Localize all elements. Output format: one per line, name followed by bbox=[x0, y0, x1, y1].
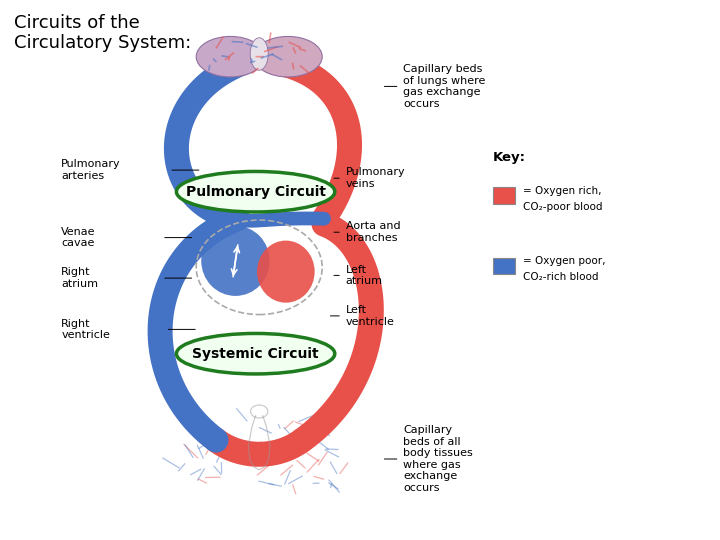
Text: CO₂-rich blood: CO₂-rich blood bbox=[523, 272, 599, 282]
Text: Left
atrium: Left atrium bbox=[346, 265, 382, 286]
Text: = Oxygen rich,: = Oxygen rich, bbox=[523, 186, 602, 195]
Text: Pulmonary Circuit: Pulmonary Circuit bbox=[186, 185, 325, 199]
Text: Systemic Circuit: Systemic Circuit bbox=[192, 347, 319, 361]
Text: = Oxygen poor,: = Oxygen poor, bbox=[523, 256, 606, 266]
Text: Aorta and
branches: Aorta and branches bbox=[346, 221, 400, 243]
Text: Venae
cavae: Venae cavae bbox=[61, 227, 96, 248]
Text: Right
ventricle: Right ventricle bbox=[61, 319, 110, 340]
Ellipse shape bbox=[202, 226, 269, 296]
Text: CO₂-poor blood: CO₂-poor blood bbox=[523, 202, 603, 212]
Text: Capillary
beds of all
body tissues
where gas
exchange
occurs: Capillary beds of all body tissues where… bbox=[403, 425, 473, 493]
Ellipse shape bbox=[176, 333, 335, 374]
Text: Pulmonary
arteries: Pulmonary arteries bbox=[61, 159, 121, 181]
Ellipse shape bbox=[176, 172, 335, 212]
Text: Pulmonary
veins: Pulmonary veins bbox=[346, 167, 405, 189]
FancyBboxPatch shape bbox=[493, 258, 515, 274]
Ellipse shape bbox=[251, 38, 268, 70]
Text: Capillary beds
of lungs where
gas exchange
occurs: Capillary beds of lungs where gas exchan… bbox=[403, 64, 485, 109]
FancyBboxPatch shape bbox=[493, 187, 515, 204]
Ellipse shape bbox=[257, 241, 315, 302]
Text: Right
atrium: Right atrium bbox=[61, 267, 98, 289]
Text: Left
ventricle: Left ventricle bbox=[346, 305, 395, 327]
Text: Circuits of the
Circulatory System:: Circuits of the Circulatory System: bbox=[14, 14, 192, 52]
Text: Key:: Key: bbox=[493, 151, 526, 164]
Ellipse shape bbox=[196, 36, 265, 77]
Ellipse shape bbox=[253, 36, 323, 77]
